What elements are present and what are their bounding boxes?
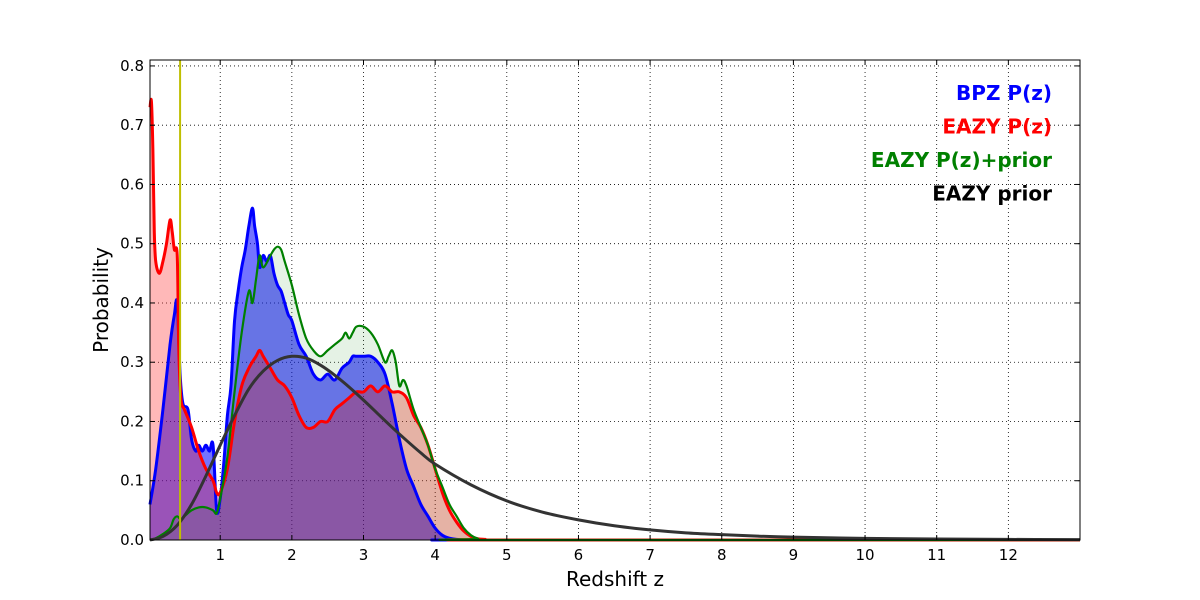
plot-frame (149, 59, 1081, 541)
x-tick-label: 11 (927, 546, 946, 564)
x-tick-label: 5 (502, 546, 512, 564)
y-tick-label: 0.7 (120, 116, 144, 134)
y-tick-label: 0.4 (120, 294, 144, 312)
legend-entry-eazy-p-z-prior: EAZY P(z)+prior (871, 148, 1052, 172)
y-tick-label: 0.8 (120, 57, 144, 75)
y-tick-label: 0.2 (120, 412, 144, 430)
x-tick-label: 12 (999, 546, 1018, 564)
bpz-p-z-line (148, 206, 1080, 542)
legend-entry-eazy-prior: EAZY prior (932, 182, 1052, 206)
eazy-p-z-area (150, 99, 1080, 541)
x-tick-label: 2 (287, 546, 297, 564)
y-tick-label: 0.6 (120, 175, 144, 193)
y-axis-label: Probability (89, 247, 113, 353)
ticks: 1 2 3 4 5 6 7 8 9 10 11 120.00.10.20.30.40.50.60.70… (120, 57, 1080, 564)
x-axis-label: Redshift z (566, 567, 664, 591)
eazy-p-z-line (148, 97, 1080, 542)
legend-entry-eazy-p-z: EAZY P(z) (942, 115, 1052, 139)
x-tick-label: 10 (856, 546, 875, 564)
x-tick-label: 8 (717, 546, 727, 564)
x-tick-label: 9 (789, 546, 799, 564)
eazy-prior-line (149, 354, 1081, 542)
x-tick-label: 6 (574, 546, 584, 564)
y-tick-label: 0.5 (120, 235, 144, 253)
y-tick-label: 0.0 (120, 531, 144, 549)
x-tick-label: 3 (359, 546, 369, 564)
legend-entry-bpz-p-z: BPZ P(z) (956, 81, 1052, 105)
x-tick-label: 4 (430, 546, 440, 564)
y-tick-label: 0.1 (120, 472, 144, 490)
series-fills (150, 99, 1080, 541)
eazy-p-z-prior-area (150, 246, 1080, 541)
eazy-p-z-prior-line (149, 245, 1080, 542)
y-tick-label: 0.3 (120, 353, 144, 371)
series-lines (148, 97, 1081, 542)
legend: BPZ P(z) EAZY P(z) EAZY P(z)+prior EAZY pri… (871, 81, 1052, 206)
grid (150, 60, 1080, 541)
x-tick-label: 7 (645, 546, 655, 564)
bpz-p-z-area (150, 208, 1080, 540)
x-tick-label: 1 (215, 546, 225, 564)
